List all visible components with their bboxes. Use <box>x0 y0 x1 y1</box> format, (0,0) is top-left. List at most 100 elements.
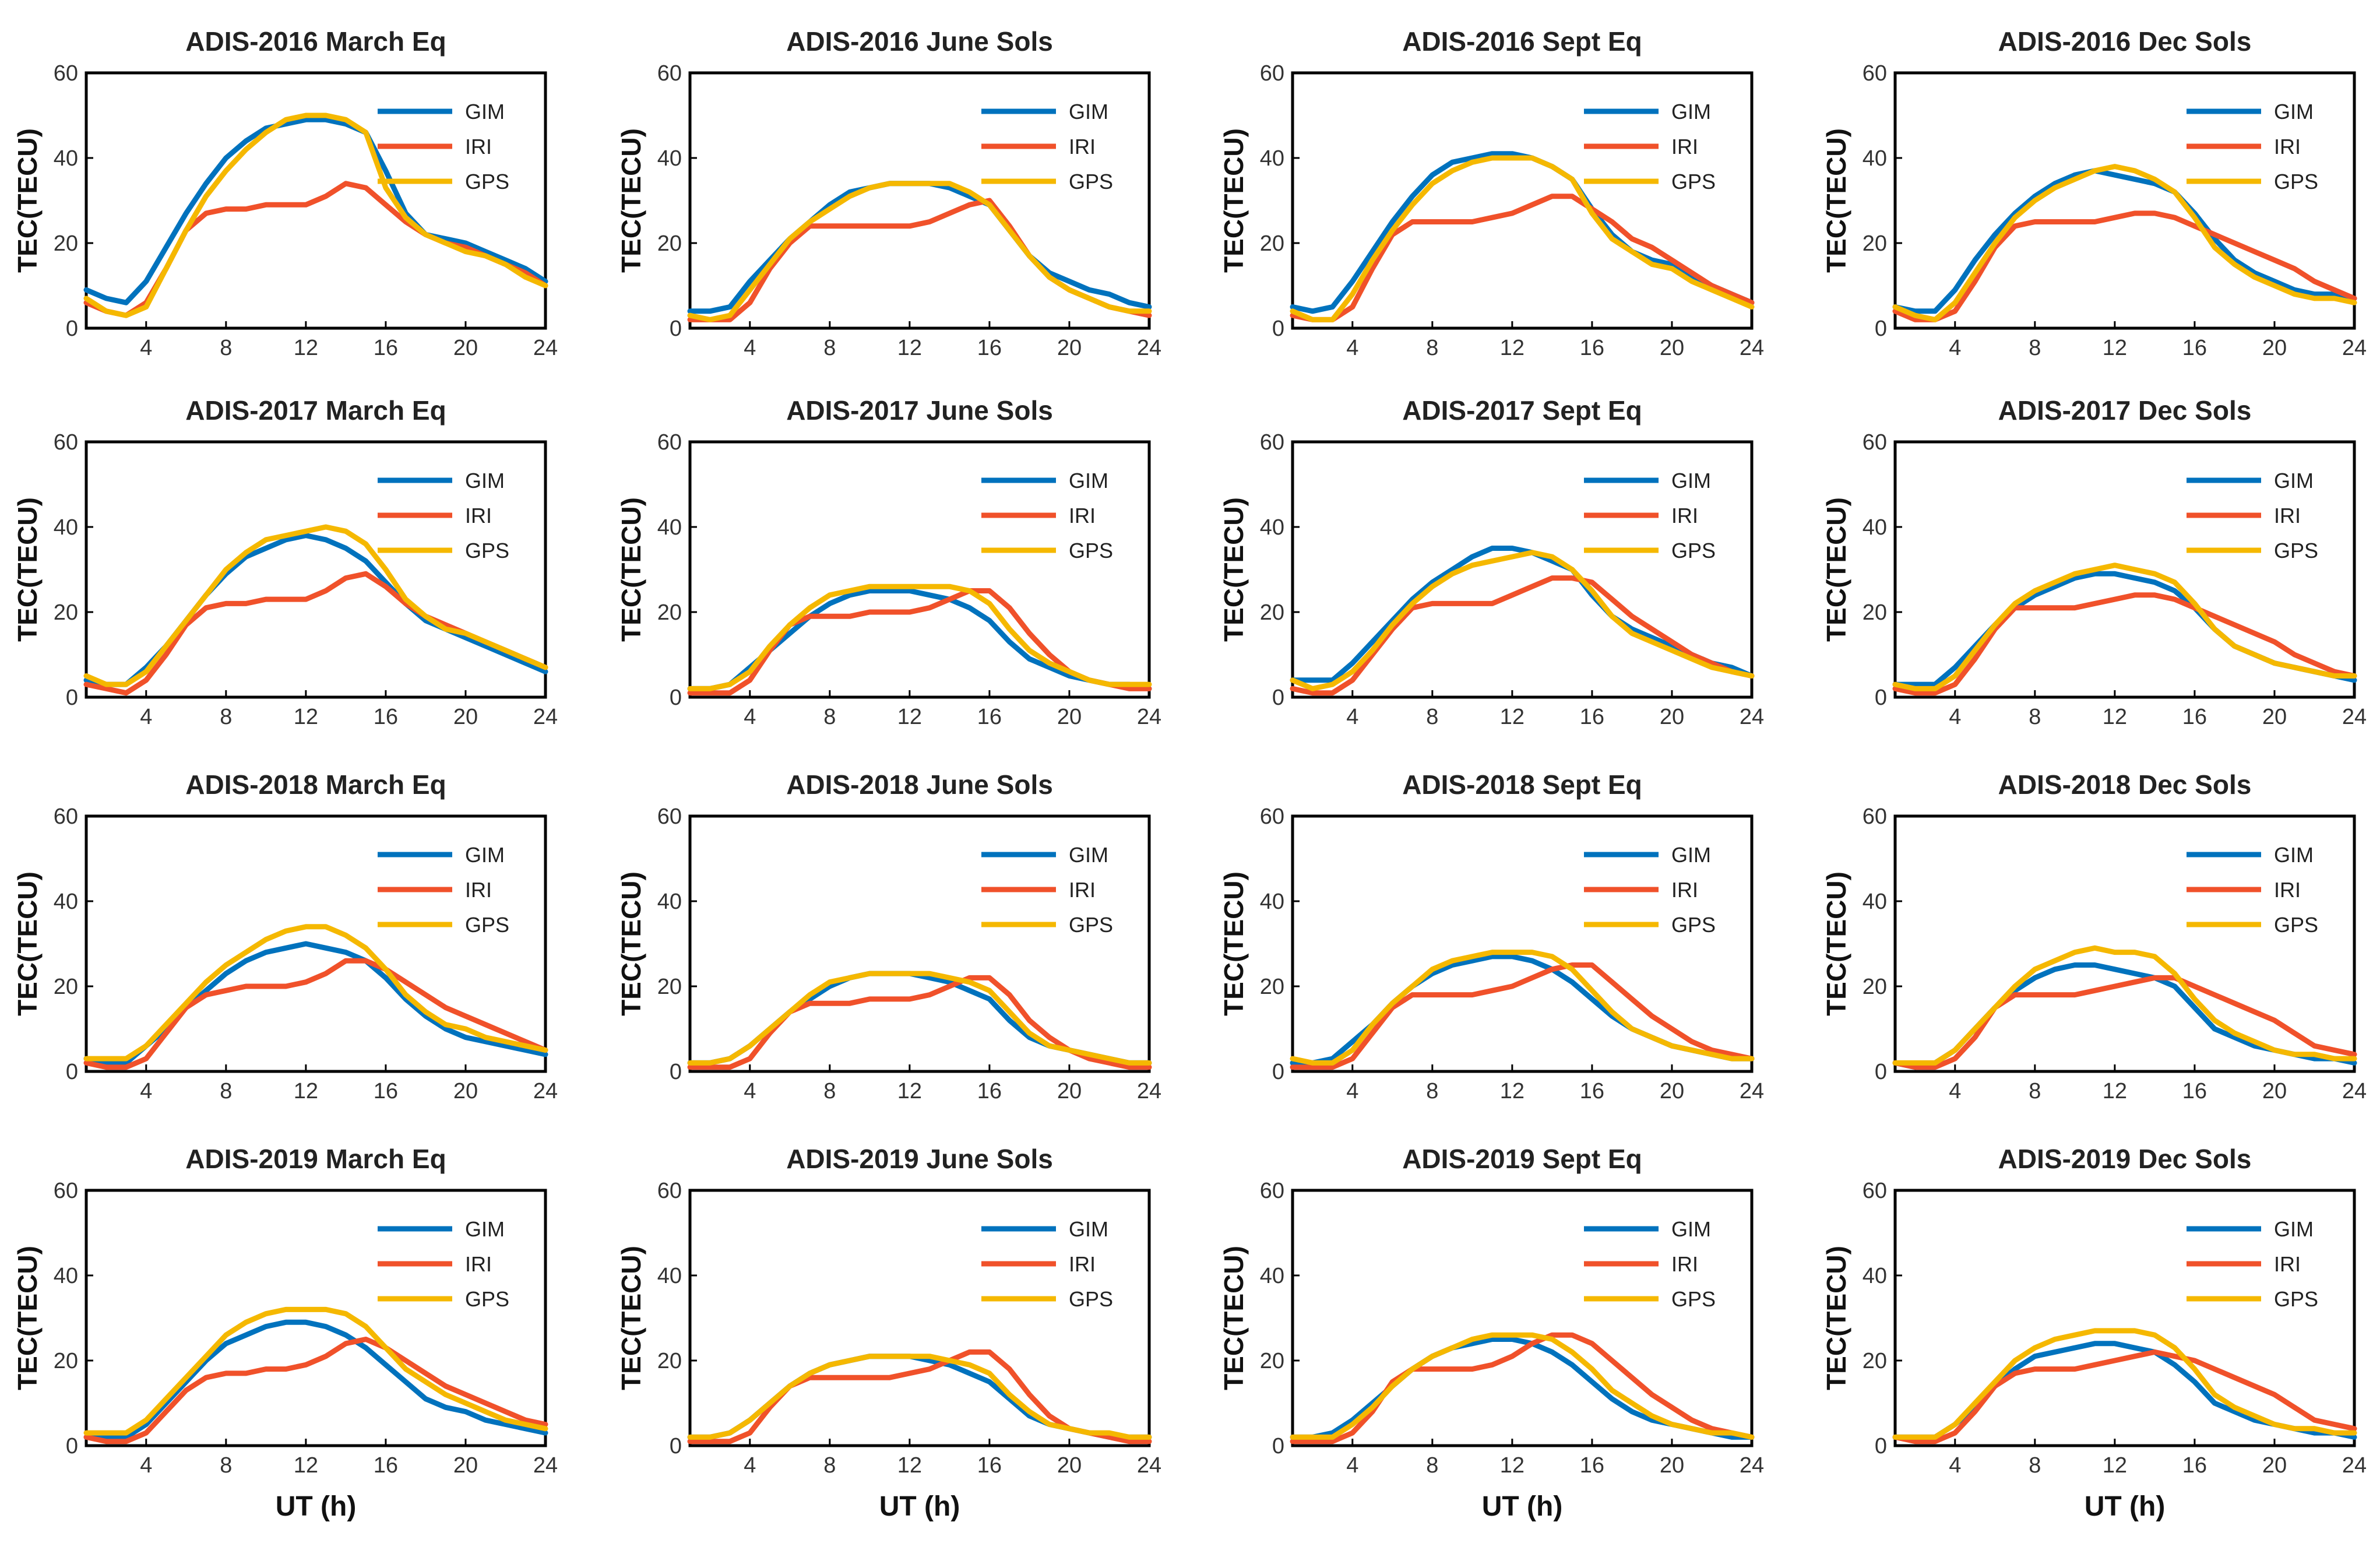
y-tick-label: 0 <box>1875 1060 1887 1084</box>
y-tick-label: 20 <box>657 231 682 256</box>
x-tick-label: 24 <box>2342 1079 2367 1103</box>
series-line-gps <box>687 971 1152 1066</box>
x-tick-label: 8 <box>1426 1079 1438 1103</box>
panel-title: ADIS-2017 June Sols <box>786 395 1053 426</box>
legend-label-gim: GIM <box>1671 1217 1711 1241</box>
y-tick-label: 60 <box>657 804 682 829</box>
legend-label-gps: GPS <box>465 170 509 194</box>
x-tick-label: 24 <box>1740 1453 1764 1478</box>
series-line-gim <box>83 117 548 305</box>
x-tick-label: 4 <box>1949 705 1961 729</box>
x-tick-label: 24 <box>1137 705 1161 729</box>
y-tick-label: 40 <box>657 515 682 540</box>
y-tick-label: 0 <box>670 686 682 710</box>
plot-frame <box>1291 814 1754 1073</box>
y-tick-label: 20 <box>1863 231 1887 256</box>
plot-frame <box>85 71 547 330</box>
x-tick-label: 20 <box>1057 1453 1082 1478</box>
y-tick-label: 0 <box>1272 686 1284 710</box>
plot-frame <box>688 1189 1151 1447</box>
plot-frame <box>85 440 547 699</box>
x-tick-label: 16 <box>2182 1453 2207 1478</box>
x-tick-label: 8 <box>1426 1453 1438 1478</box>
x-tick-label: 24 <box>1137 1453 1161 1478</box>
legend-label-iri: IRI <box>2274 878 2301 902</box>
x-tick-label: 24 <box>533 336 558 360</box>
panel-11: ADIS-2018 Sept Eq 0 20 40 60 4 8 12 16 20 24 TEC(TE… <box>1219 769 1764 1103</box>
legend-label-gps: GPS <box>1671 913 1716 937</box>
y-axis-label: TEC(TECU) <box>1821 1246 1851 1390</box>
x-tick-label: 16 <box>374 1453 398 1478</box>
y-tick-label: 40 <box>1260 515 1284 540</box>
panel-8: ADIS-2017 Dec Sols 0 20 40 60 4 8 12 16 20 24 TEC(T… <box>1821 395 2367 729</box>
y-tick-label: 40 <box>1260 890 1284 914</box>
plot-frame <box>1893 1189 2356 1447</box>
y-tick-label: 60 <box>657 61 682 86</box>
series-line-gps <box>1290 950 1755 1066</box>
y-tick-label: 40 <box>54 146 78 171</box>
x-tick-label: 12 <box>2103 1079 2127 1103</box>
series-line-iri <box>83 1337 548 1444</box>
y-axis-label: TEC(TECU) <box>616 1246 646 1390</box>
legend-label-gps: GPS <box>1069 1287 1113 1311</box>
x-tick-label: 24 <box>533 1079 558 1103</box>
panel-title: ADIS-2019 June Sols <box>786 1144 1053 1174</box>
x-tick-label: 12 <box>1500 1079 1525 1103</box>
x-tick-label: 4 <box>744 336 756 360</box>
x-tick-label: 8 <box>823 1453 836 1478</box>
x-tick-label: 4 <box>744 1453 756 1478</box>
panel-15: ADIS-2019 Sept Eq 0 20 40 60 4 8 12 16 20 24 TEC(TE… <box>1219 1144 1764 1522</box>
y-axis-label: TEC(TECU) <box>616 128 646 273</box>
panel-title: ADIS-2017 March Eq <box>185 395 446 426</box>
y-tick-label: 40 <box>54 515 78 540</box>
series-line-gps <box>1290 550 1755 691</box>
x-tick-label: 12 <box>897 1453 922 1478</box>
legend-label-gps: GPS <box>1671 170 1716 194</box>
x-tick-label: 20 <box>2262 1453 2287 1478</box>
y-tick-label: 60 <box>657 1179 682 1203</box>
y-tick-label: 60 <box>54 804 78 829</box>
panel-9: ADIS-2018 March Eq 0 20 40 60 4 8 12 16 20 24 TEC(T… <box>12 769 558 1103</box>
series-line-gps <box>83 113 548 318</box>
y-tick-label: 40 <box>1863 146 1887 171</box>
series-line-iri <box>1290 1332 1755 1444</box>
y-axis-label: TEC(TECU) <box>1219 1246 1249 1390</box>
y-axis-label: TEC(TECU) <box>616 871 646 1016</box>
plot-frame <box>1893 440 2356 699</box>
y-tick-label: 40 <box>1863 890 1887 914</box>
panel-title: ADIS-2016 March Eq <box>185 26 446 57</box>
x-tick-label: 12 <box>1500 705 1525 729</box>
series-line-gps <box>1290 1332 1755 1440</box>
panel-title: ADIS-2016 Sept Eq <box>1402 26 1642 57</box>
x-tick-label: 20 <box>1660 705 1684 729</box>
plot-frame <box>1893 814 2356 1073</box>
y-axis-label: TEC(TECU) <box>1821 128 1851 273</box>
x-tick-label: 16 <box>374 705 398 729</box>
x-tick-label: 16 <box>374 1079 398 1103</box>
series-line-gim <box>1892 168 2357 314</box>
legend-label-gim: GIM <box>1069 469 1108 493</box>
legend-label-iri: IRI <box>1671 878 1698 902</box>
x-tick-label: 4 <box>140 705 152 729</box>
x-tick-label: 12 <box>2103 705 2127 729</box>
x-tick-label: 16 <box>977 1453 1002 1478</box>
series-line-iri <box>1892 1349 2357 1444</box>
legend-label-iri: IRI <box>1069 504 1096 528</box>
plot-frame <box>688 814 1151 1073</box>
x-tick-label: 24 <box>1740 336 1764 360</box>
panel-3: ADIS-2016 Sept Eq 0 20 40 60 4 8 12 16 20 24 TEC(TE… <box>1219 26 1764 360</box>
legend-label-iri: IRI <box>465 1252 492 1276</box>
x-tick-label: 24 <box>1740 705 1764 729</box>
x-axis-label: UT (h) <box>2085 1491 2166 1522</box>
x-tick-label: 20 <box>1660 1453 1684 1478</box>
series-line-gps <box>687 181 1152 322</box>
x-axis-label: UT (h) <box>1482 1491 1563 1522</box>
legend-label-gim: GIM <box>1069 1217 1108 1241</box>
panel-16: ADIS-2019 Dec Sols 0 20 40 60 4 8 12 16 20 24 TEC(T… <box>1821 1144 2367 1522</box>
legend-label-gim: GIM <box>1671 843 1711 867</box>
legend-label-gps: GPS <box>1671 1287 1716 1311</box>
plot-frame <box>1291 1189 1754 1447</box>
legend-label-gim: GIM <box>1671 100 1711 124</box>
y-tick-label: 60 <box>657 430 682 455</box>
